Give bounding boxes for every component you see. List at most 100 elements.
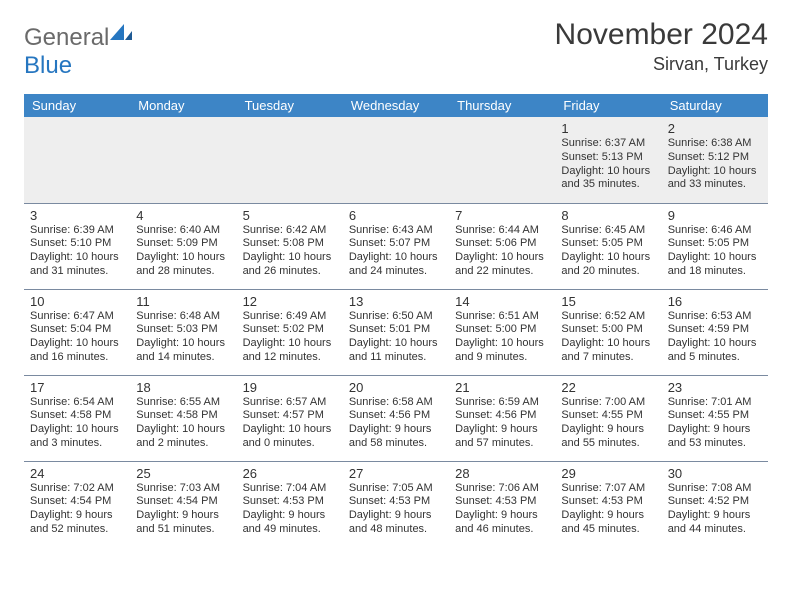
sunrise-text: Sunrise: 6:39 AM bbox=[30, 224, 124, 238]
daylight-text: Daylight: 10 hours bbox=[30, 423, 124, 437]
day-number: 15 bbox=[561, 294, 655, 309]
daylight-text: and 26 minutes. bbox=[243, 265, 337, 279]
calendar-cell: 11Sunrise: 6:48 AMSunset: 5:03 PMDayligh… bbox=[130, 289, 236, 375]
sunrise-text: Sunrise: 6:37 AM bbox=[561, 137, 655, 151]
logo-word-general: General bbox=[24, 24, 109, 51]
calendar-cell: 29Sunrise: 7:07 AMSunset: 4:53 PMDayligh… bbox=[555, 461, 661, 547]
calendar-cell: 30Sunrise: 7:08 AMSunset: 4:52 PMDayligh… bbox=[662, 461, 768, 547]
daylight-text: Daylight: 10 hours bbox=[455, 337, 549, 351]
calendar-table: Sunday Monday Tuesday Wednesday Thursday… bbox=[24, 94, 768, 547]
day-number: 27 bbox=[349, 466, 443, 481]
daylight-text: Daylight: 9 hours bbox=[668, 423, 762, 437]
calendar-cell: 17Sunrise: 6:54 AMSunset: 4:58 PMDayligh… bbox=[24, 375, 130, 461]
daylight-text: and 46 minutes. bbox=[455, 523, 549, 537]
calendar-week-row: 1Sunrise: 6:37 AMSunset: 5:13 PMDaylight… bbox=[24, 117, 768, 203]
daylight-text: and 3 minutes. bbox=[30, 437, 124, 451]
calendar-cell bbox=[130, 117, 236, 203]
daylight-text: Daylight: 10 hours bbox=[136, 251, 230, 265]
daylight-text: Daylight: 10 hours bbox=[455, 251, 549, 265]
day-number: 11 bbox=[136, 294, 230, 309]
daylight-text: and 55 minutes. bbox=[561, 437, 655, 451]
daylight-text: Daylight: 10 hours bbox=[668, 337, 762, 351]
calendar-cell: 18Sunrise: 6:55 AMSunset: 4:58 PMDayligh… bbox=[130, 375, 236, 461]
sunrise-text: Sunrise: 7:04 AM bbox=[243, 482, 337, 496]
day-header: Wednesday bbox=[343, 94, 449, 117]
daylight-text: Daylight: 10 hours bbox=[561, 165, 655, 179]
sunset-text: Sunset: 4:54 PM bbox=[30, 495, 124, 509]
sunset-text: Sunset: 4:53 PM bbox=[455, 495, 549, 509]
calendar-cell: 19Sunrise: 6:57 AMSunset: 4:57 PMDayligh… bbox=[237, 375, 343, 461]
sunset-text: Sunset: 4:55 PM bbox=[668, 409, 762, 423]
daylight-text: and 51 minutes. bbox=[136, 523, 230, 537]
calendar-cell: 6Sunrise: 6:43 AMSunset: 5:07 PMDaylight… bbox=[343, 203, 449, 289]
day-number: 22 bbox=[561, 380, 655, 395]
calendar-cell: 21Sunrise: 6:59 AMSunset: 4:56 PMDayligh… bbox=[449, 375, 555, 461]
day-number: 23 bbox=[668, 380, 762, 395]
day-number: 20 bbox=[349, 380, 443, 395]
calendar-week-row: 3Sunrise: 6:39 AMSunset: 5:10 PMDaylight… bbox=[24, 203, 768, 289]
sunrise-text: Sunrise: 7:01 AM bbox=[668, 396, 762, 410]
daylight-text: Daylight: 9 hours bbox=[455, 423, 549, 437]
daylight-text: Daylight: 10 hours bbox=[668, 165, 762, 179]
daylight-text: and 18 minutes. bbox=[668, 265, 762, 279]
daylight-text: and 5 minutes. bbox=[668, 351, 762, 365]
sunset-text: Sunset: 5:12 PM bbox=[668, 151, 762, 165]
daylight-text: and 7 minutes. bbox=[561, 351, 655, 365]
daylight-text: and 0 minutes. bbox=[243, 437, 337, 451]
day-header: Monday bbox=[130, 94, 236, 117]
sunrise-text: Sunrise: 7:06 AM bbox=[455, 482, 549, 496]
calendar-cell: 23Sunrise: 7:01 AMSunset: 4:55 PMDayligh… bbox=[662, 375, 768, 461]
calendar-cell: 10Sunrise: 6:47 AMSunset: 5:04 PMDayligh… bbox=[24, 289, 130, 375]
calendar-body: 1Sunrise: 6:37 AMSunset: 5:13 PMDaylight… bbox=[24, 117, 768, 547]
day-number: 19 bbox=[243, 380, 337, 395]
sunset-text: Sunset: 5:02 PM bbox=[243, 323, 337, 337]
sunset-text: Sunset: 5:05 PM bbox=[561, 237, 655, 251]
day-header: Friday bbox=[555, 94, 661, 117]
sunrise-text: Sunrise: 6:49 AM bbox=[243, 310, 337, 324]
daylight-text: Daylight: 10 hours bbox=[243, 337, 337, 351]
daylight-text: and 11 minutes. bbox=[349, 351, 443, 365]
sunset-text: Sunset: 4:54 PM bbox=[136, 495, 230, 509]
daylight-text: and 49 minutes. bbox=[243, 523, 337, 537]
title-block: November 2024 Sirvan, Turkey bbox=[555, 18, 768, 75]
sunset-text: Sunset: 4:53 PM bbox=[561, 495, 655, 509]
sunset-text: Sunset: 4:58 PM bbox=[136, 409, 230, 423]
calendar-page: General Blue November 2024 Sirvan, Turke… bbox=[0, 0, 792, 547]
calendar-cell: 20Sunrise: 6:58 AMSunset: 4:56 PMDayligh… bbox=[343, 375, 449, 461]
calendar-cell: 14Sunrise: 6:51 AMSunset: 5:00 PMDayligh… bbox=[449, 289, 555, 375]
day-number: 17 bbox=[30, 380, 124, 395]
day-header: Thursday bbox=[449, 94, 555, 117]
calendar-cell: 12Sunrise: 6:49 AMSunset: 5:02 PMDayligh… bbox=[237, 289, 343, 375]
daylight-text: and 2 minutes. bbox=[136, 437, 230, 451]
sunset-text: Sunset: 4:56 PM bbox=[455, 409, 549, 423]
daylight-text: Daylight: 9 hours bbox=[243, 509, 337, 523]
day-number: 4 bbox=[136, 208, 230, 223]
day-number: 1 bbox=[561, 121, 655, 136]
calendar-cell bbox=[449, 117, 555, 203]
daylight-text: and 14 minutes. bbox=[136, 351, 230, 365]
daylight-text: and 28 minutes. bbox=[136, 265, 230, 279]
calendar-cell: 2Sunrise: 6:38 AMSunset: 5:12 PMDaylight… bbox=[662, 117, 768, 203]
calendar-cell bbox=[237, 117, 343, 203]
sunset-text: Sunset: 4:59 PM bbox=[668, 323, 762, 337]
sunset-text: Sunset: 5:13 PM bbox=[561, 151, 655, 165]
day-number: 28 bbox=[455, 466, 549, 481]
day-header: Tuesday bbox=[237, 94, 343, 117]
day-header: Saturday bbox=[662, 94, 768, 117]
day-number: 2 bbox=[668, 121, 762, 136]
sunrise-text: Sunrise: 7:03 AM bbox=[136, 482, 230, 496]
calendar-header-row: Sunday Monday Tuesday Wednesday Thursday… bbox=[24, 94, 768, 117]
sunset-text: Sunset: 5:08 PM bbox=[243, 237, 337, 251]
sunset-text: Sunset: 4:58 PM bbox=[30, 409, 124, 423]
calendar-week-row: 10Sunrise: 6:47 AMSunset: 5:04 PMDayligh… bbox=[24, 289, 768, 375]
day-number: 9 bbox=[668, 208, 762, 223]
day-number: 14 bbox=[455, 294, 549, 309]
sunrise-text: Sunrise: 6:58 AM bbox=[349, 396, 443, 410]
sunrise-text: Sunrise: 6:57 AM bbox=[243, 396, 337, 410]
day-number: 25 bbox=[136, 466, 230, 481]
sunset-text: Sunset: 4:53 PM bbox=[243, 495, 337, 509]
daylight-text: and 20 minutes. bbox=[561, 265, 655, 279]
calendar-cell: 4Sunrise: 6:40 AMSunset: 5:09 PMDaylight… bbox=[130, 203, 236, 289]
sunrise-text: Sunrise: 6:50 AM bbox=[349, 310, 443, 324]
daylight-text: and 58 minutes. bbox=[349, 437, 443, 451]
